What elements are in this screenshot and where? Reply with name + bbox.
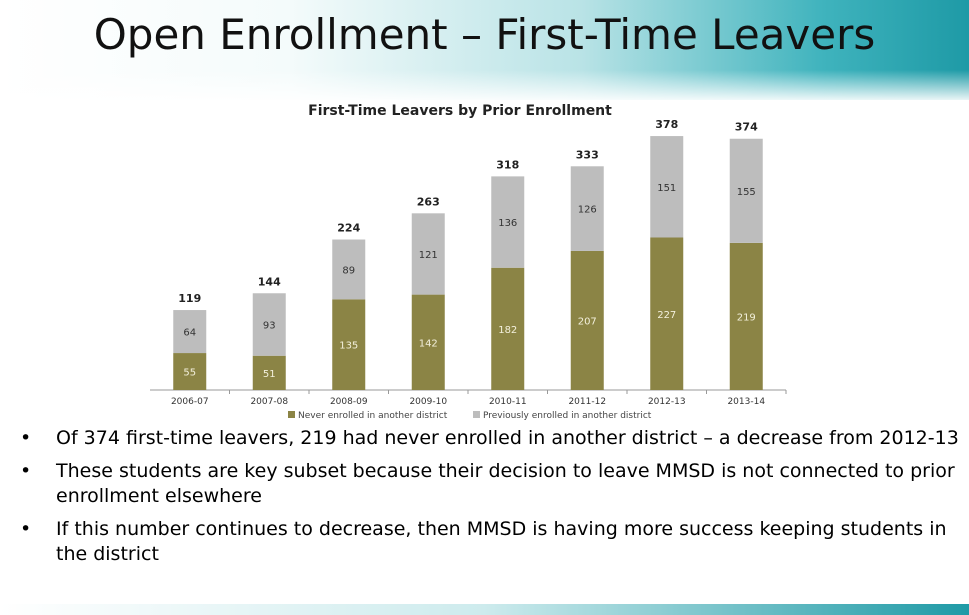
total-label: 119	[178, 292, 201, 305]
bullet-item: These students are key subset because th…	[20, 459, 960, 509]
segment-value-label: 227	[657, 310, 676, 321]
x-tick-label: 2010-11	[489, 397, 527, 407]
x-tick-label: 2007-08	[250, 397, 288, 407]
legend-swatch	[288, 411, 295, 418]
bar-segment	[173, 353, 207, 390]
bar-segment	[491, 267, 525, 390]
total-label: 318	[496, 158, 519, 171]
bar-segment	[411, 213, 445, 295]
legend-label: Never enrolled in another district	[298, 411, 448, 420]
chart-title: First-Time Leavers by Prior Enrollment	[308, 103, 612, 119]
bar-segment	[252, 355, 286, 390]
bar-segment	[173, 310, 207, 354]
bar-segment	[729, 242, 763, 390]
segment-value-label: 142	[419, 338, 438, 349]
bar-segment	[729, 138, 763, 243]
segment-value-label: 207	[578, 316, 597, 327]
bullet-list: Of 374 first-time leavers, 219 had never…	[20, 426, 960, 575]
bar-segment	[252, 293, 286, 356]
footer-band	[0, 604, 969, 615]
total-label: 224	[337, 222, 360, 235]
segment-value-label: 219	[737, 312, 756, 323]
bar-segment	[570, 166, 604, 251]
segment-value-label: 136	[498, 218, 517, 229]
segment-value-label: 135	[339, 341, 358, 352]
segment-value-label: 155	[737, 187, 756, 198]
total-label: 374	[735, 121, 758, 134]
bar-segment	[411, 294, 445, 390]
bar-segment	[332, 299, 366, 390]
x-tick-label: 2013-14	[727, 397, 765, 407]
stacked-bar-chart: 55 64 119 2006-07 51 93 144 2007-08 135 89 224 2008…	[150, 120, 787, 420]
total-label: 144	[258, 275, 281, 288]
segment-value-label: 55	[183, 368, 196, 379]
x-tick-label: 2011-12	[568, 397, 606, 407]
header-band	[0, 0, 969, 100]
total-label: 378	[655, 120, 678, 131]
bullet-item: Of 374 first-time leavers, 219 had never…	[20, 426, 960, 451]
bar-segment	[491, 176, 525, 268]
segment-value-label: 126	[578, 205, 597, 216]
slide-title: Open Enrollment – First-Time Leavers	[93, 10, 876, 59]
total-label: 333	[576, 148, 599, 161]
x-tick-label: 2012-13	[648, 397, 686, 407]
x-tick-label: 2006-07	[171, 397, 209, 407]
bullet-item: If this number continues to decrease, th…	[20, 517, 960, 567]
segment-value-label: 51	[263, 369, 276, 380]
bar-segment	[650, 136, 684, 238]
x-tick-label: 2009-10	[409, 397, 447, 407]
segment-value-label: 121	[419, 250, 438, 261]
segment-value-label: 182	[498, 325, 517, 336]
legend-swatch	[473, 411, 480, 418]
x-tick-label: 2008-09	[330, 397, 368, 407]
segment-value-label: 151	[657, 183, 676, 194]
segment-value-label: 64	[183, 328, 196, 339]
bar-segment	[570, 250, 604, 390]
bar-segment	[650, 237, 684, 390]
segment-value-label: 89	[342, 265, 355, 276]
total-label: 263	[417, 195, 440, 208]
legend-label: Previously enrolled in another district	[483, 411, 652, 420]
segment-value-label: 93	[263, 321, 276, 332]
bar-segment	[332, 239, 366, 300]
